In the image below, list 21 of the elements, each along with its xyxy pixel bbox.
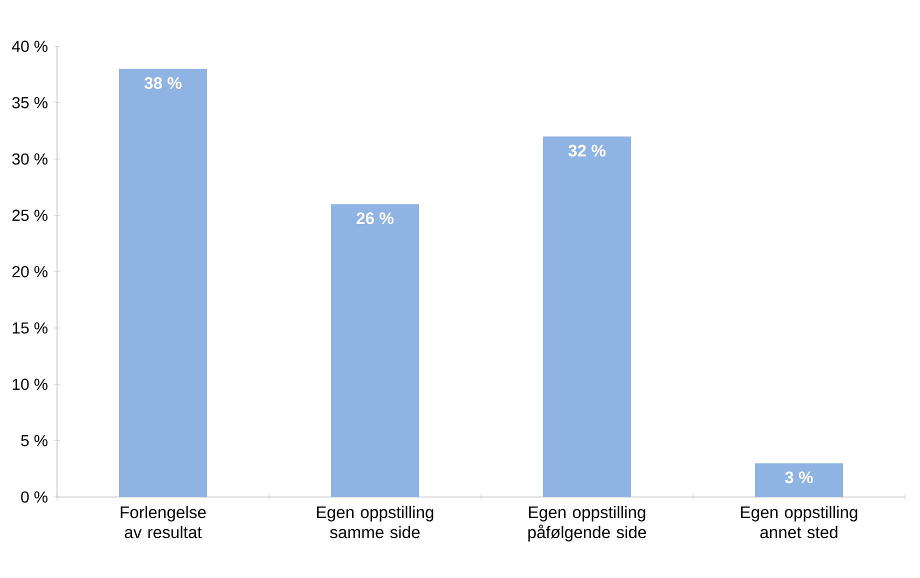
bar <box>331 204 420 497</box>
y-tick-label: 10 % <box>12 378 48 390</box>
data-label: 38 % <box>144 77 182 89</box>
data-label: 3 % <box>785 471 813 484</box>
y-tick-label: 35 % <box>12 97 48 108</box>
y-tick-label: 0 % <box>21 491 48 503</box>
data-label: 26 % <box>356 212 394 224</box>
y-tick-label: 5 % <box>21 435 48 446</box>
y-tick-label: 30 % <box>12 153 48 165</box>
x-tick-label: Egen oppstilling samme side <box>317 506 434 538</box>
y-tick-label: 25 % <box>12 210 48 221</box>
bar <box>755 463 844 497</box>
data-label: 32 % <box>568 144 606 157</box>
x-tick-label: Egen oppstilling annet sted <box>741 506 858 538</box>
y-tick-label: 15 % <box>12 322 48 334</box>
bar <box>543 136 632 497</box>
y-tick-label: 40 % <box>12 40 48 52</box>
x-tick-label: Forlengelse av resultat <box>120 506 206 538</box>
bar <box>119 68 208 497</box>
x-tick-label: Egen oppstilling påfølgende side <box>528 506 646 542</box>
y-tick-label: 20 % <box>12 266 48 278</box>
